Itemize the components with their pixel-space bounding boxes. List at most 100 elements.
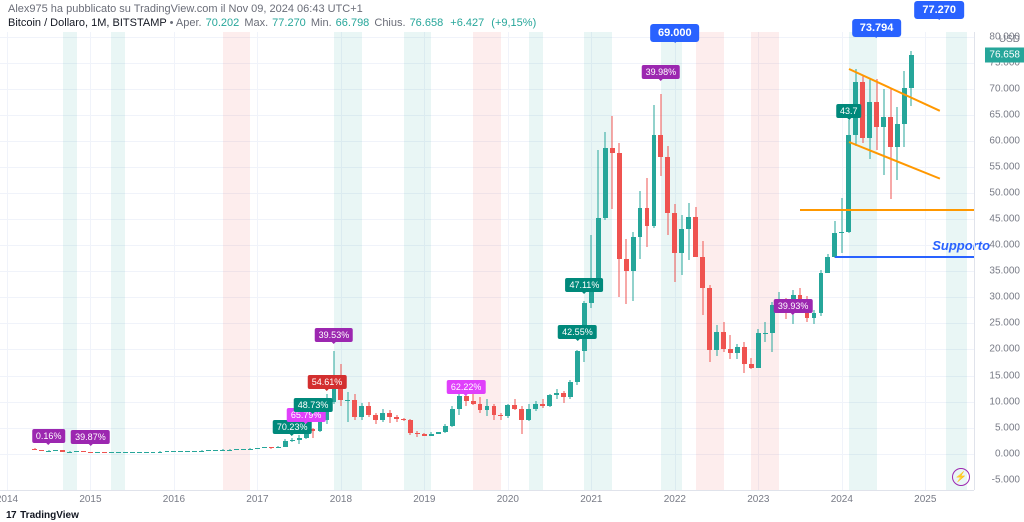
- horizontal-line: [835, 256, 974, 258]
- candle: [206, 32, 211, 490]
- candle: [192, 32, 197, 490]
- candle: [32, 32, 37, 490]
- candle: [165, 32, 170, 490]
- candle: [429, 32, 434, 490]
- candle: [582, 32, 587, 490]
- chart-header: Alex975 ha pubblicato su TradingView.com…: [0, 0, 1024, 32]
- candle: [227, 32, 232, 490]
- candle: [46, 32, 51, 490]
- candle: [770, 32, 775, 490]
- candle: [686, 32, 691, 490]
- candle: [359, 32, 364, 490]
- xaxis-tick: 2015: [79, 494, 101, 505]
- candle: [144, 32, 149, 490]
- candle: [596, 32, 601, 490]
- candle: [130, 32, 135, 490]
- candle: [199, 32, 204, 490]
- candle: [714, 32, 719, 490]
- candle: [679, 32, 684, 490]
- candle: [241, 32, 246, 490]
- candle: [693, 32, 698, 490]
- candle: [881, 32, 886, 490]
- candle: [867, 32, 872, 490]
- pct-label: 42.55%: [558, 325, 597, 339]
- candle: [839, 32, 844, 490]
- candle: [74, 32, 79, 490]
- candle: [415, 32, 420, 490]
- candle: [658, 32, 663, 490]
- symbol-ohlc: Bitcoin / Dollaro, 1M, BITSTAMP • Aper.7…: [8, 17, 538, 29]
- candle: [345, 32, 350, 490]
- candle: [498, 32, 503, 490]
- candle: [380, 32, 385, 490]
- candle: [512, 32, 517, 490]
- candle: [617, 32, 622, 490]
- candle: [123, 32, 128, 490]
- candle: [485, 32, 490, 490]
- horizontal-line: [800, 209, 974, 211]
- candle: [819, 32, 824, 490]
- candle: [332, 32, 337, 490]
- candle: [888, 32, 893, 490]
- y-axis[interactable]: USD 0.0005.00010.00015.00020.00025.00030…: [974, 32, 1024, 490]
- candle: [645, 32, 650, 490]
- candle: [672, 32, 677, 490]
- candle: [450, 32, 455, 490]
- candle: [408, 32, 413, 490]
- candle: [262, 32, 267, 490]
- yaxis-tick: 80.000: [989, 32, 1020, 43]
- candle: [158, 32, 163, 490]
- pct-label: 48.73%: [294, 398, 333, 412]
- candle: [394, 32, 399, 490]
- replay-icon[interactable]: ⚡: [952, 468, 970, 486]
- candle: [721, 32, 726, 490]
- chart-plot-area[interactable]: 0.16%39.87%70.23%65.79%48.73%54.61%39.53…: [0, 32, 974, 490]
- xaxis-tick: 2019: [413, 494, 435, 505]
- candle: [443, 32, 448, 490]
- candle: [860, 32, 865, 490]
- yaxis-tick: 50.000: [989, 188, 1020, 199]
- xaxis-tick: 2014: [0, 494, 18, 505]
- yaxis-tick: 65.000: [989, 110, 1020, 121]
- x-axis[interactable]: 2014201520162017201820192020202120222023…: [0, 490, 974, 508]
- yaxis-tick: 55.000: [989, 162, 1020, 173]
- candle: [95, 32, 100, 490]
- candle: [846, 32, 851, 490]
- candle: [401, 32, 406, 490]
- candle: [777, 32, 782, 490]
- candle: [533, 32, 538, 490]
- candle: [109, 32, 114, 490]
- candle: [137, 32, 142, 490]
- xaxis-tick: 2020: [497, 494, 519, 505]
- candle: [248, 32, 253, 490]
- candle: [464, 32, 469, 490]
- candle: [547, 32, 552, 490]
- candle: [234, 32, 239, 490]
- candle: [39, 32, 44, 490]
- xaxis-tick: 2017: [246, 494, 268, 505]
- candle: [749, 32, 754, 490]
- yaxis-tick: 15.000: [989, 370, 1020, 381]
- yaxis-tick: 45.000: [989, 214, 1020, 225]
- candle: [478, 32, 483, 490]
- candle: [519, 32, 524, 490]
- yaxis-tick: 35.000: [989, 266, 1020, 277]
- candle: [178, 32, 183, 490]
- xaxis-tick: 2018: [330, 494, 352, 505]
- candle: [909, 32, 914, 490]
- candle: [526, 32, 531, 490]
- candle: [53, 32, 58, 490]
- pct-label: 39.53%: [315, 328, 354, 342]
- candle: [784, 32, 789, 490]
- xaxis-tick: 2023: [747, 494, 769, 505]
- candle: [728, 32, 733, 490]
- yaxis-tick: 20.000: [989, 344, 1020, 355]
- candle: [832, 32, 837, 490]
- candle: [220, 32, 225, 490]
- yaxis-tick: 10.000: [989, 396, 1020, 407]
- candle: [902, 32, 907, 490]
- pct-label: 47.11%: [565, 278, 603, 292]
- candle: [373, 32, 378, 490]
- footer-brand: 17 TradingView: [0, 508, 85, 522]
- candle: [366, 32, 371, 490]
